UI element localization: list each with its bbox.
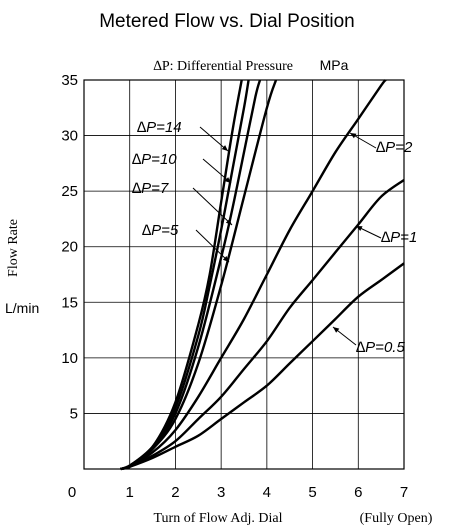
x-tick-label-4: 4: [263, 484, 271, 501]
series-label-text-2: ∆P=7: [132, 180, 169, 197]
series-line-4: [121, 80, 386, 469]
y-tick-label-10: 10: [61, 350, 78, 367]
x-tick-label-7: 7: [400, 484, 408, 501]
y-tick-labels: 5 10 15 20 25 30 35: [61, 72, 78, 422]
x-tick-label-6: 6: [354, 484, 362, 501]
series-label-4: ∆P=2: [376, 139, 413, 156]
y-tick-label-30: 30: [61, 128, 78, 145]
y-tick-label-5: 5: [70, 405, 78, 422]
y-tick-label-25: 25: [61, 183, 78, 200]
series-label-2: ∆P=7: [132, 180, 169, 197]
series-label-3: ∆P=5: [142, 222, 179, 239]
chart-subtitle: ∆P: Differential Pressure: [153, 59, 293, 74]
x-tick-label-1: 1: [126, 484, 134, 501]
x-tick-label-0: 0: [68, 484, 76, 501]
series-labels: ∆P=14 ∆P=10 ∆P=7 ∆P=5 ∆P=2 ∆P=1 ∆P=0.5: [132, 119, 417, 356]
series-line-1: [121, 80, 249, 469]
y-tick-label-15: 15: [61, 294, 78, 311]
chart-subtitle-unit: MPa: [320, 57, 349, 73]
plot-grid: [84, 80, 404, 469]
x-axis-label: Turn of Flow Adj. Dial: [153, 511, 282, 526]
x-axis-note: (Fully Open): [360, 511, 433, 526]
series-lines: [121, 80, 404, 469]
series-label-6: ∆P=0.5: [356, 339, 405, 356]
x-tick-label-2: 2: [171, 484, 179, 501]
y-tick-label-35: 35: [61, 72, 78, 89]
y-tick-label-20: 20: [61, 239, 78, 256]
series-label-text-4: ∆P=2: [376, 139, 413, 156]
x-tick-label-3: 3: [217, 484, 225, 501]
series-label-text-5: ∆P=1: [381, 229, 417, 246]
series-label-5: ∆P=1: [381, 229, 417, 246]
y-axis-unit: L/min: [5, 300, 39, 316]
series-label-text-0: ∆P=14: [137, 119, 182, 136]
series-label-text-3: ∆P=5: [142, 222, 179, 239]
arrowhead-6: [333, 327, 339, 333]
series-label-0: ∆P=14: [137, 119, 182, 136]
series-label-1: ∆P=10: [132, 151, 177, 168]
series-line-3: [121, 80, 276, 469]
x-tick-label-5: 5: [308, 484, 316, 501]
series-label-text-6: ∆P=0.5: [356, 339, 405, 356]
x-tick-labels: 0 1 2 3 4 5 6 7: [68, 484, 408, 501]
y-axis-label: Flow Rate: [6, 219, 21, 277]
chart-title: Metered Flow vs. Dial Position: [99, 11, 355, 32]
plot-frame: [84, 80, 404, 469]
series-label-text-1: ∆P=10: [132, 151, 177, 168]
